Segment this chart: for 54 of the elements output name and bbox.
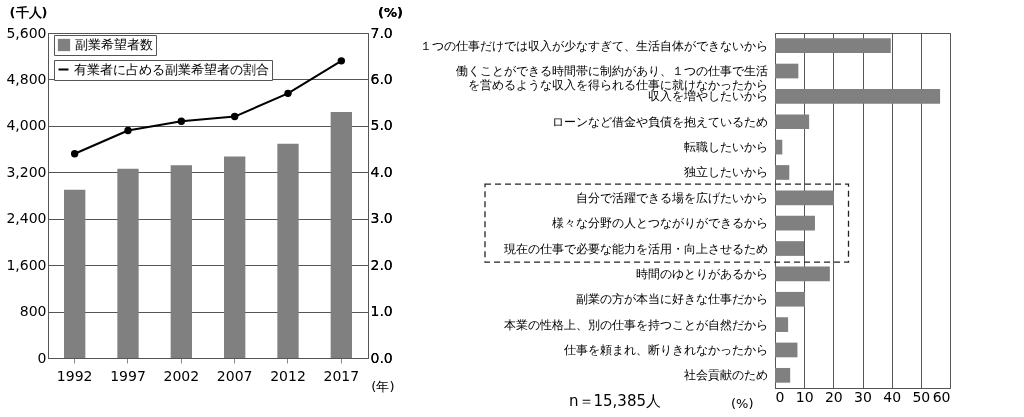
y2-tick-label: 3.0 — [370, 210, 393, 227]
y-tick-label: 独立したいから — [683, 165, 768, 180]
y-tick-label: 4,800 — [6, 70, 47, 87]
y-tick-label: 0 — [37, 349, 47, 366]
y-tick-label: 4,000 — [6, 117, 47, 134]
x-tick-label: 10 — [795, 388, 814, 405]
x-tick-label: 2012 — [270, 367, 306, 384]
x-tick-label: 2017 — [323, 367, 360, 384]
x-tick-label: 30 — [854, 388, 872, 405]
y-tick-label: 社会貢献のため — [683, 368, 768, 383]
x-tick-label: 20 — [824, 388, 843, 405]
point — [124, 126, 132, 135]
x-axis-title: (%) — [731, 395, 754, 411]
legend-label: 副業希望者数 — [75, 37, 153, 52]
point — [284, 89, 292, 98]
y-axis-title: (千人) — [9, 4, 48, 20]
text: n＝15,385人 — [569, 392, 661, 410]
y-tick-label: 様々な分野の人とつながりができるから — [551, 216, 768, 231]
y2-axis-title: (%) — [378, 4, 403, 20]
x-tick-label: 0 — [775, 388, 785, 405]
y-tick-label: 自分で活躍できる場を広げたいから — [575, 190, 768, 205]
x-tick-label: 1997 — [110, 367, 146, 384]
y2-tick-label: 7.0 — [370, 24, 393, 41]
y-tick-label: 5,600 — [6, 24, 47, 41]
y2-tick-label: 0.0 — [370, 349, 393, 366]
point — [230, 112, 239, 121]
y-tick-label: 転職したいから — [683, 140, 768, 155]
y-tick-label: 本業の性格上、別の仕事を持つことが自然だから — [503, 317, 768, 332]
point — [177, 117, 186, 125]
y-tick-label: ローンなど借金や負債を抱えているため — [551, 114, 768, 129]
legend-label: 有業者に占める副業希望者の割合 — [74, 61, 269, 77]
y2-tick-label: 6.0 — [370, 70, 393, 87]
y-tick-label: 仕事を頼まれ、断りきれなかったから — [562, 342, 768, 357]
y-tick-label: 1,600 — [6, 256, 47, 273]
x-tick-label: 2002 — [163, 367, 200, 384]
x-axis-title: (年) — [371, 378, 395, 394]
x-tick-label: 1992 — [56, 367, 93, 384]
x-tick-label: 40 — [883, 388, 902, 405]
y-tick-label: 3,200 — [6, 163, 47, 180]
y2-tick-label: 2.0 — [370, 256, 393, 273]
y-tick-label: 時間のゆとりがあるから — [635, 266, 768, 281]
y-tick-label: １つの仕事だけでは収入が少なすぎて、生活自体ができないから — [419, 38, 768, 53]
x-tick-label: 2007 — [216, 367, 253, 384]
y-tick-label: 800 — [19, 303, 47, 320]
y2-tick-label: 4.0 — [370, 163, 393, 180]
y-tick-label: 2,400 — [6, 210, 47, 227]
y2-tick-label: 5.0 — [370, 117, 393, 134]
point — [337, 57, 346, 65]
y-tick-label: 現在の仕事で必要な能力を活用・向上させるため — [503, 241, 768, 256]
point — [70, 150, 79, 158]
x-tick-label: 50 — [912, 388, 931, 405]
y-tick-label: 副業の方が本当に好きな仕事だから — [575, 292, 768, 307]
y2-tick-label: 1.0 — [370, 303, 393, 320]
x-tick-label: 60 — [932, 388, 951, 405]
